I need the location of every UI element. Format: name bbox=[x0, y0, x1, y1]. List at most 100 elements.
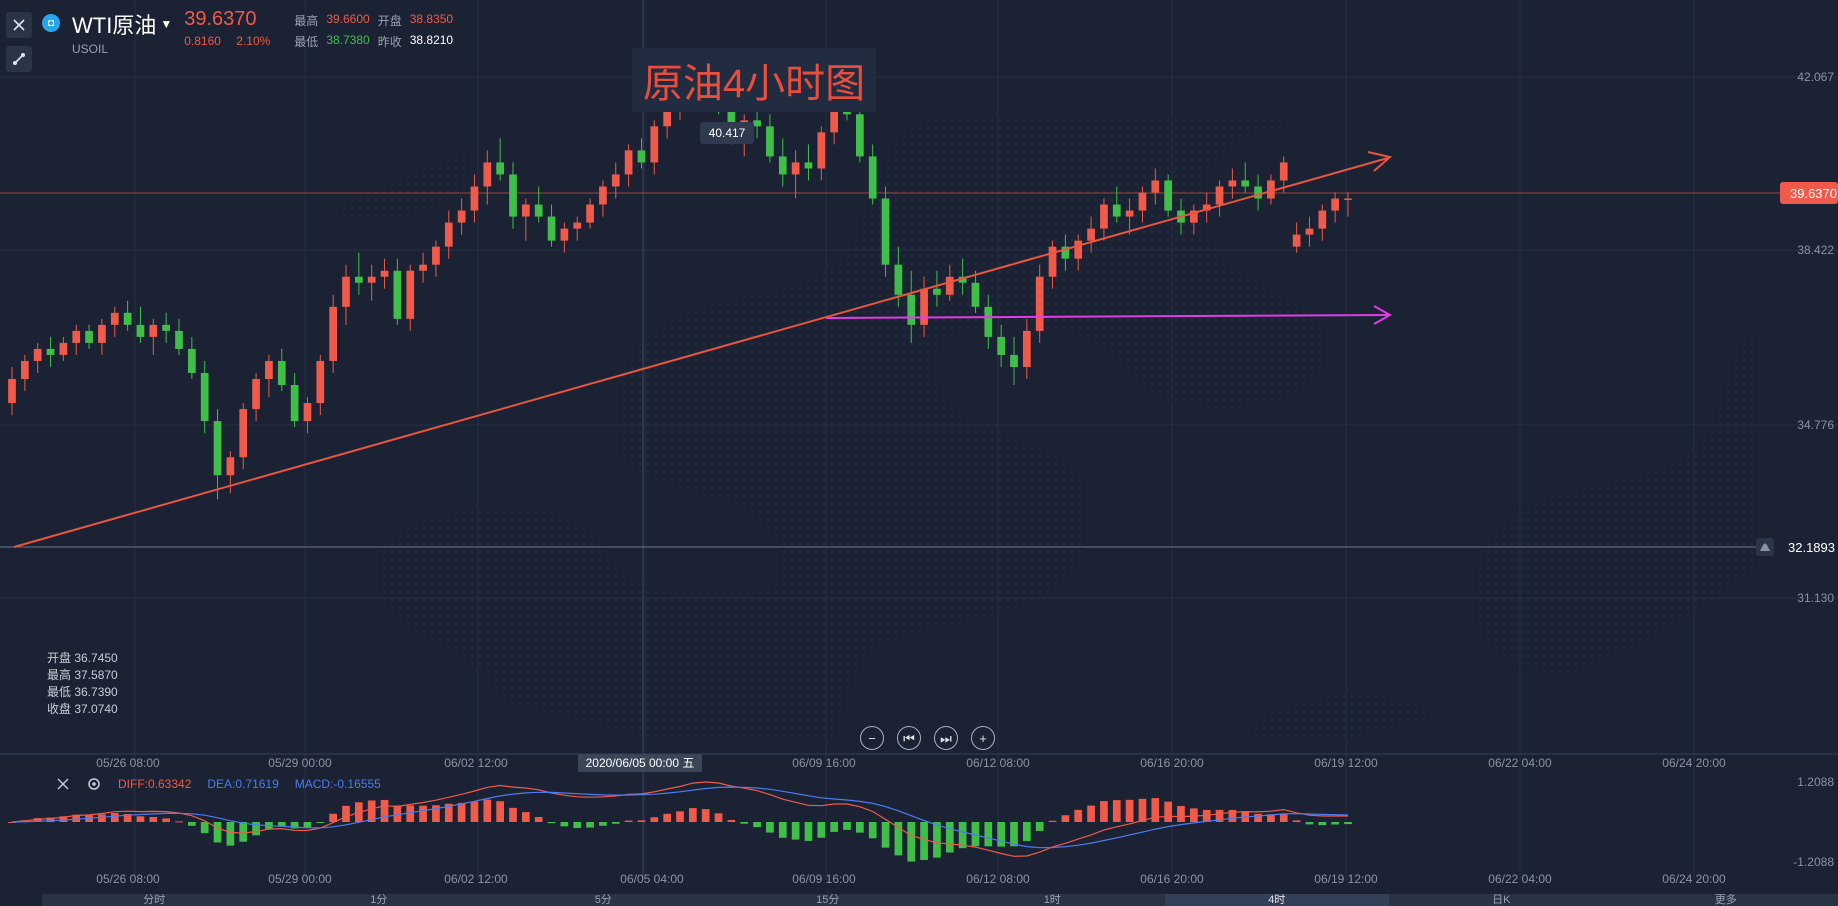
map-dot bbox=[1006, 590, 1010, 594]
map-dot bbox=[1182, 150, 1186, 154]
map-dot bbox=[862, 302, 866, 306]
map-dot bbox=[1022, 166, 1026, 170]
map-dot bbox=[1334, 694, 1338, 698]
map-dot bbox=[990, 294, 994, 298]
map-dot bbox=[1310, 710, 1314, 714]
map-dot bbox=[462, 598, 466, 602]
map-dot bbox=[1158, 286, 1162, 290]
map-dot bbox=[494, 590, 498, 594]
map-dot bbox=[950, 318, 954, 322]
map-dot bbox=[1014, 166, 1018, 170]
map-dot bbox=[678, 438, 682, 442]
map-dot bbox=[582, 702, 586, 706]
map-dot bbox=[806, 462, 810, 466]
map-dot bbox=[1022, 174, 1026, 178]
map-dot bbox=[390, 598, 394, 602]
map-dot bbox=[1166, 230, 1170, 234]
map-dot bbox=[550, 550, 554, 554]
map-dot bbox=[806, 374, 810, 378]
map-dot bbox=[750, 294, 754, 298]
map-dot bbox=[798, 582, 802, 586]
map-dot bbox=[566, 710, 570, 714]
map-dot bbox=[838, 406, 842, 410]
map-dot bbox=[966, 542, 970, 546]
map-dot bbox=[766, 390, 770, 394]
map-dot bbox=[1206, 366, 1210, 370]
map-dot bbox=[1614, 606, 1618, 610]
map-dot bbox=[742, 462, 746, 466]
map-dot bbox=[790, 574, 794, 578]
map-dot bbox=[686, 630, 690, 634]
map-dot bbox=[534, 638, 538, 642]
map-dot bbox=[1150, 150, 1154, 154]
map-dot bbox=[830, 302, 834, 306]
map-dot bbox=[902, 630, 906, 634]
map-dot bbox=[854, 406, 858, 410]
map-dot bbox=[1550, 558, 1554, 562]
map-dot bbox=[958, 430, 962, 434]
map-dot bbox=[926, 134, 930, 138]
map-dot bbox=[990, 262, 994, 266]
map-dot bbox=[750, 638, 754, 642]
map-dot bbox=[382, 206, 386, 210]
map-dot bbox=[550, 558, 554, 562]
map-dot bbox=[910, 374, 914, 378]
map-dot bbox=[830, 582, 834, 586]
map-dot bbox=[1702, 446, 1706, 450]
map-dot bbox=[726, 326, 730, 330]
map-dot bbox=[414, 582, 418, 586]
map-dot bbox=[694, 438, 698, 442]
map-dot bbox=[430, 630, 434, 634]
map-dot bbox=[1214, 398, 1218, 402]
map-dot bbox=[1022, 206, 1026, 210]
map-dot bbox=[1646, 630, 1650, 634]
map-dot bbox=[430, 590, 434, 594]
map-dot bbox=[726, 446, 730, 450]
map-dot bbox=[958, 446, 962, 450]
map-dot bbox=[958, 286, 962, 290]
map-dot bbox=[1534, 558, 1538, 562]
map-dot bbox=[750, 342, 754, 346]
map-dot bbox=[1654, 486, 1658, 490]
map-dot bbox=[846, 622, 850, 626]
map-dot bbox=[638, 630, 642, 634]
map-dot bbox=[1574, 566, 1578, 570]
map-dot bbox=[998, 310, 1002, 314]
map-dot bbox=[1118, 174, 1122, 178]
map-dot bbox=[774, 630, 778, 634]
map-dot bbox=[686, 342, 690, 346]
map-dot bbox=[598, 574, 602, 578]
map-dot bbox=[1190, 382, 1194, 386]
map-dot bbox=[798, 342, 802, 346]
map-dot bbox=[726, 630, 730, 634]
map-dot bbox=[1126, 158, 1130, 162]
map-dot bbox=[1158, 166, 1162, 170]
map-dot bbox=[1278, 398, 1282, 402]
map-dot bbox=[590, 534, 594, 538]
map-dot bbox=[614, 726, 618, 730]
map-dot bbox=[1158, 238, 1162, 242]
map-dot bbox=[798, 566, 802, 570]
map-dot bbox=[1070, 526, 1074, 530]
map-dot bbox=[438, 182, 442, 186]
map-dot bbox=[646, 414, 650, 418]
map-dot bbox=[614, 598, 618, 602]
map-dot bbox=[910, 598, 914, 602]
map-dot bbox=[982, 254, 986, 258]
map-dot bbox=[758, 446, 762, 450]
map-dot bbox=[1550, 510, 1554, 514]
map-dot bbox=[1294, 718, 1298, 722]
map-dot bbox=[1150, 326, 1154, 330]
map-dot bbox=[894, 510, 898, 514]
map-dot bbox=[1086, 286, 1090, 290]
map-dot bbox=[1286, 350, 1290, 354]
map-dot bbox=[686, 454, 690, 458]
map-dot bbox=[934, 174, 938, 178]
map-dot bbox=[1054, 198, 1058, 202]
map-dot bbox=[518, 566, 522, 570]
map-dot bbox=[838, 486, 842, 490]
map-dot bbox=[1126, 246, 1130, 250]
map-dot bbox=[862, 470, 866, 474]
map-dot bbox=[1086, 214, 1090, 218]
